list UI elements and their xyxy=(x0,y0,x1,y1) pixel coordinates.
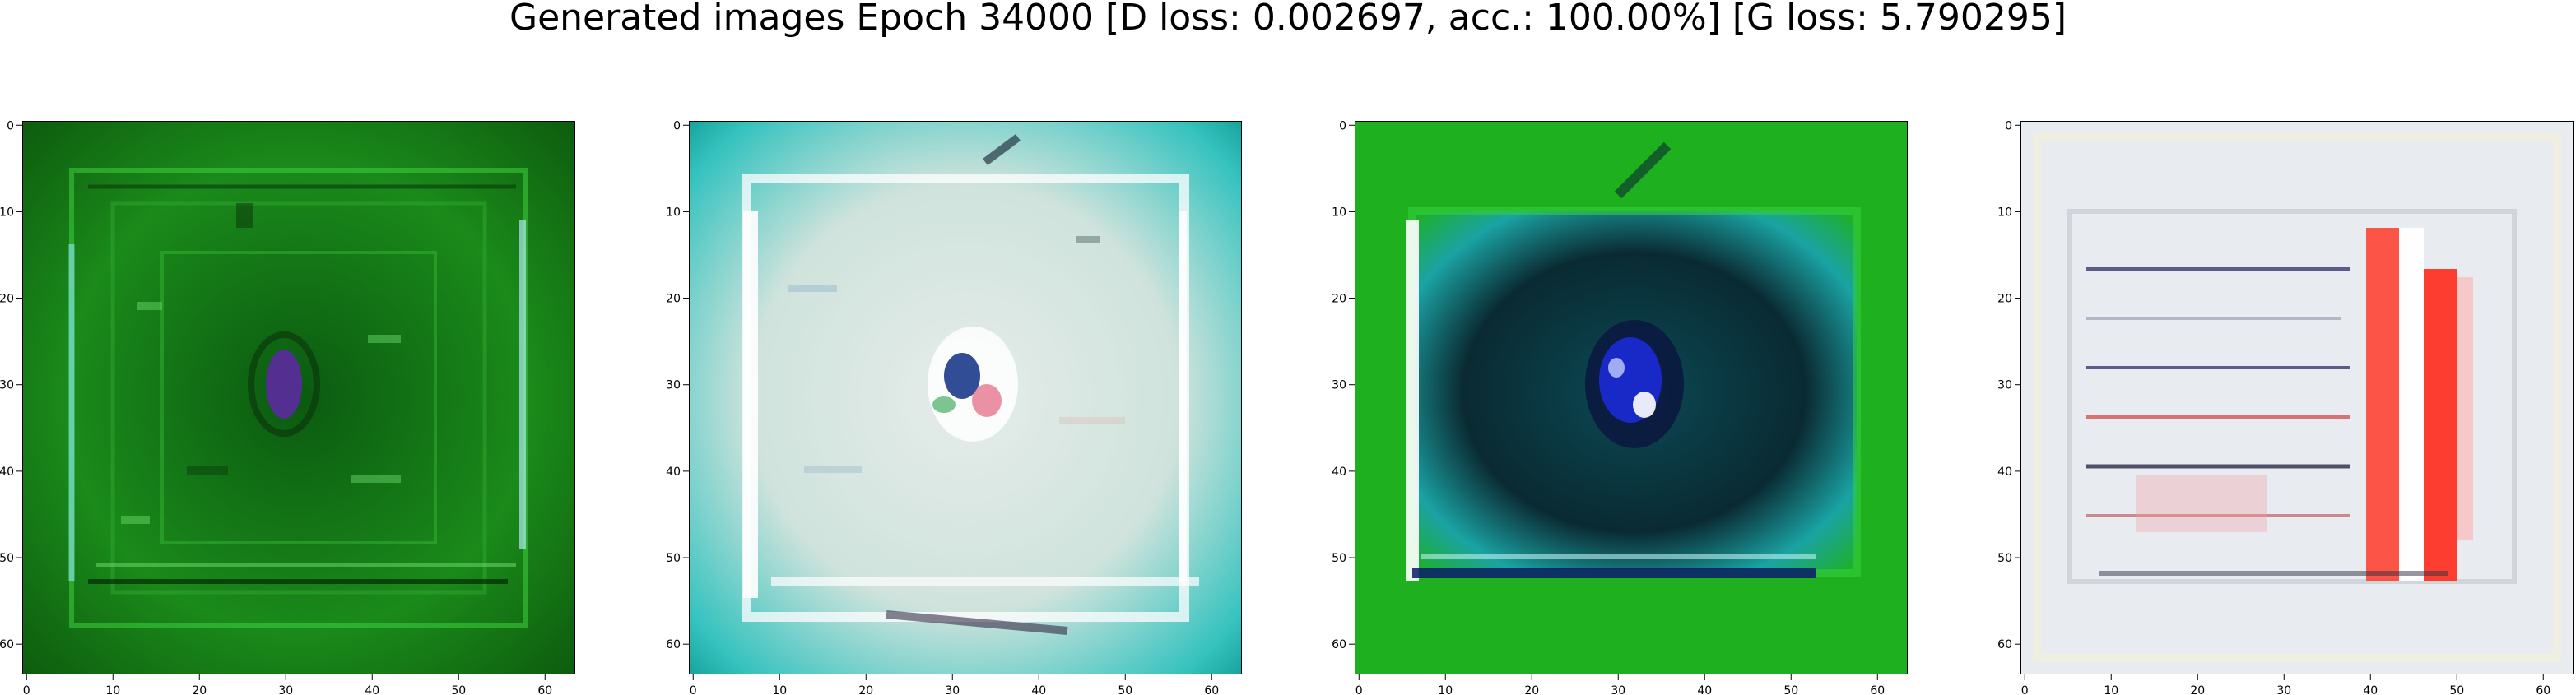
x-tick-label: 10 xyxy=(772,684,787,695)
y-tick-label: 40 xyxy=(1997,466,2012,479)
generated-image-2 xyxy=(742,134,1199,635)
x-tick-label: 20 xyxy=(1524,684,1539,695)
image-plot-3 xyxy=(1355,121,1908,674)
y-tick-label: 60 xyxy=(0,638,14,651)
x-tick-label: 0 xyxy=(690,684,697,695)
x-tick-label: 0 xyxy=(23,684,30,695)
y-tick-label: 30 xyxy=(1997,379,2012,392)
image-panel-4 xyxy=(2020,121,2574,674)
y-tick-label: 10 xyxy=(0,206,14,219)
x-tick-label: 30 xyxy=(1611,684,1625,695)
generated-image-4 xyxy=(2033,133,2561,662)
generated-image-3 xyxy=(1406,141,1861,581)
x-tick-label: 50 xyxy=(2449,684,2464,695)
x-tick-label: 0 xyxy=(1355,684,1363,695)
y-tick-label: 60 xyxy=(666,638,681,651)
generated-image-1 xyxy=(22,121,575,674)
y-tick-label: 50 xyxy=(1332,552,1346,565)
x-tick-label: 10 xyxy=(1438,684,1453,695)
image-panel-2 xyxy=(689,121,1242,674)
y-tick-label: 30 xyxy=(1332,379,1346,392)
y-tick-label: 60 xyxy=(1997,638,2012,651)
x-tick-label: 40 xyxy=(1697,684,1712,695)
x-tick-label: 30 xyxy=(945,684,960,695)
x-tick-label: 10 xyxy=(105,684,120,695)
x-tick-label: 20 xyxy=(858,684,873,695)
y-tick-label: 30 xyxy=(666,379,681,392)
x-tick-label: 60 xyxy=(2536,684,2550,695)
y-tick-label: 0 xyxy=(7,119,14,132)
x-tick-label: 0 xyxy=(2021,684,2029,695)
x-tick-label: 50 xyxy=(451,684,466,695)
x-tick-label: 30 xyxy=(2276,684,2291,695)
y-tick-label: 50 xyxy=(0,552,14,565)
x-tick-label: 60 xyxy=(1870,684,1885,695)
y-tick-label: 40 xyxy=(666,466,681,479)
x-tick-label: 40 xyxy=(1031,684,1046,695)
x-tick-label: 20 xyxy=(2190,684,2205,695)
x-tick-label: 50 xyxy=(1118,684,1132,695)
image-panel-3 xyxy=(1355,121,1908,674)
y-tick-label: 20 xyxy=(0,293,14,306)
y-tick-label: 40 xyxy=(0,466,14,479)
y-tick-label: 0 xyxy=(1339,119,1346,132)
y-tick-label: 10 xyxy=(666,206,681,219)
image-plot-1 xyxy=(22,121,575,674)
x-tick-label: 40 xyxy=(365,684,379,695)
x-tick-label: 30 xyxy=(278,684,293,695)
y-tick-label: 50 xyxy=(666,552,681,565)
x-tick-label: 50 xyxy=(1783,684,1798,695)
y-tick-label: 20 xyxy=(1332,293,1346,306)
y-tick-label: 30 xyxy=(0,379,14,392)
x-tick-label: 40 xyxy=(2363,684,2378,695)
y-tick-label: 0 xyxy=(673,119,681,132)
y-tick-label: 10 xyxy=(1997,206,2012,219)
y-tick-label: 50 xyxy=(1997,552,2012,565)
y-tick-label: 40 xyxy=(1332,466,1346,479)
y-tick-label: 0 xyxy=(2005,119,2012,132)
image-panel-1 xyxy=(22,121,575,674)
x-tick-label: 60 xyxy=(1204,684,1219,695)
y-tick-label: 20 xyxy=(666,293,681,306)
image-plot-4 xyxy=(2020,121,2574,674)
x-tick-label: 60 xyxy=(537,684,552,695)
y-tick-label: 60 xyxy=(1332,638,1346,651)
y-tick-label: 10 xyxy=(1332,206,1346,219)
image-plot-2 xyxy=(689,121,1242,674)
figure-title: Generated images Epoch 34000 [D loss: 0.… xyxy=(509,0,2067,39)
y-tick-label: 20 xyxy=(1997,293,2012,306)
x-tick-label: 20 xyxy=(192,684,207,695)
x-tick-label: 10 xyxy=(2104,684,2118,695)
